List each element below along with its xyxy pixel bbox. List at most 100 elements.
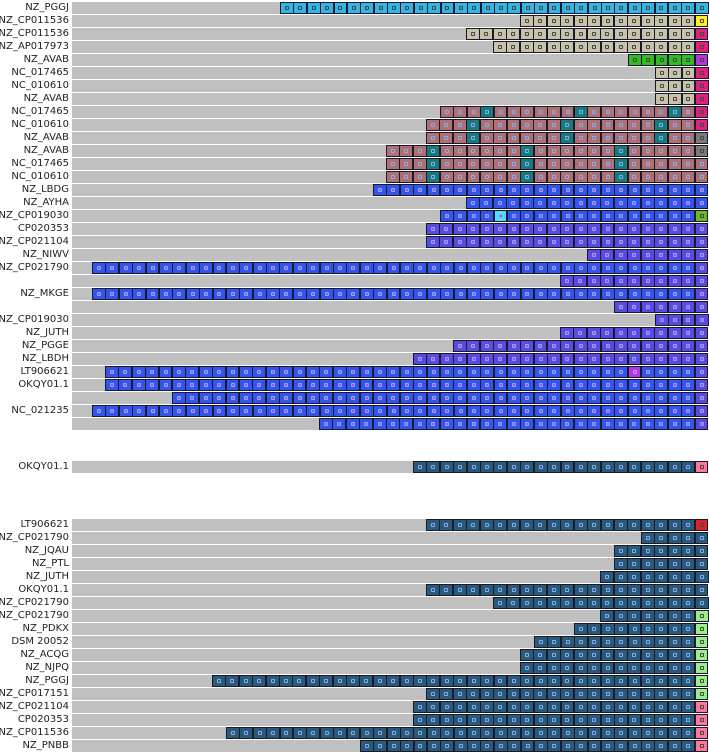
gene-cell[interactable] bbox=[212, 262, 227, 274]
gene-cell[interactable] bbox=[667, 158, 682, 170]
gene-cell[interactable] bbox=[319, 392, 334, 404]
gene-cell[interactable] bbox=[587, 340, 602, 352]
gene-cell[interactable] bbox=[694, 223, 709, 235]
gene-cell[interactable] bbox=[681, 210, 696, 222]
gene-cell[interactable] bbox=[452, 223, 467, 235]
gene-cell[interactable] bbox=[520, 2, 535, 14]
gene-cell[interactable] bbox=[426, 714, 441, 726]
gene-cell[interactable] bbox=[172, 288, 187, 300]
gene-cell[interactable] bbox=[587, 262, 602, 274]
gene-cell[interactable] bbox=[640, 275, 655, 287]
gene-cell[interactable] bbox=[600, 662, 615, 674]
gene-cell[interactable] bbox=[493, 701, 508, 713]
gene-cell[interactable] bbox=[172, 379, 186, 391]
gene-cell[interactable] bbox=[493, 158, 508, 170]
gene-cell[interactable] bbox=[681, 623, 696, 635]
gene-cell[interactable] bbox=[493, 379, 508, 391]
gene-cell[interactable] bbox=[306, 727, 321, 739]
gene-cell[interactable] bbox=[519, 597, 534, 609]
gene-cell[interactable] bbox=[574, 623, 588, 635]
gene-cell[interactable] bbox=[466, 688, 481, 700]
gene-cell[interactable] bbox=[493, 740, 508, 752]
gene-cell[interactable] bbox=[587, 597, 601, 609]
gene-cell[interactable] bbox=[667, 675, 682, 687]
gene-cell[interactable] bbox=[426, 727, 441, 739]
gene-cell[interactable] bbox=[654, 158, 669, 170]
gene-cell[interactable] bbox=[413, 262, 428, 274]
gene-cell[interactable] bbox=[613, 597, 628, 609]
gene-cell[interactable] bbox=[519, 41, 534, 53]
gene-cell[interactable] bbox=[440, 210, 454, 222]
gene-cell[interactable] bbox=[600, 106, 615, 118]
gene-cell[interactable] bbox=[533, 132, 548, 144]
gene-cell[interactable] bbox=[667, 132, 682, 144]
gene-cell[interactable] bbox=[694, 461, 709, 473]
gene-cell[interactable] bbox=[547, 145, 561, 157]
gene-cell[interactable] bbox=[547, 288, 562, 300]
gene-cell[interactable] bbox=[600, 519, 615, 531]
gene-cell[interactable] bbox=[694, 740, 709, 752]
gene-cell[interactable] bbox=[573, 236, 588, 248]
gene-cell[interactable] bbox=[493, 519, 508, 531]
gene-cell[interactable] bbox=[654, 145, 669, 157]
gene-cell[interactable] bbox=[654, 558, 669, 570]
gene-cell[interactable] bbox=[600, 418, 615, 430]
gene-cell[interactable] bbox=[466, 145, 481, 157]
gene-cell[interactable] bbox=[479, 171, 494, 183]
gene-cell[interactable] bbox=[547, 106, 562, 118]
gene-cell[interactable] bbox=[667, 366, 682, 378]
gene-cell[interactable] bbox=[667, 236, 682, 248]
gene-cell[interactable] bbox=[105, 366, 119, 378]
gene-cell[interactable] bbox=[413, 184, 428, 196]
gene-cell[interactable] bbox=[493, 584, 508, 596]
gene-cell[interactable] bbox=[667, 532, 682, 544]
gene-cell[interactable] bbox=[694, 54, 709, 66]
gene-cell[interactable] bbox=[614, 210, 629, 222]
gene-cell[interactable] bbox=[480, 353, 494, 365]
gene-cell[interactable] bbox=[546, 132, 561, 144]
gene-cell[interactable] bbox=[640, 675, 655, 687]
gene-cell[interactable] bbox=[440, 2, 455, 14]
gene-cell[interactable] bbox=[694, 662, 709, 674]
gene-cell[interactable] bbox=[252, 675, 267, 687]
gene-cell[interactable] bbox=[426, 236, 440, 248]
gene-cell[interactable] bbox=[587, 210, 602, 222]
gene-cell[interactable] bbox=[614, 171, 628, 183]
gene-cell[interactable] bbox=[681, 649, 696, 661]
gene-cell[interactable] bbox=[413, 461, 427, 473]
gene-cell[interactable] bbox=[172, 392, 186, 404]
gene-cell[interactable] bbox=[480, 740, 495, 752]
gene-cell[interactable] bbox=[560, 119, 575, 131]
gene-cell[interactable] bbox=[333, 262, 347, 274]
gene-cell[interactable] bbox=[105, 262, 120, 274]
gene-cell[interactable] bbox=[655, 314, 669, 326]
gene-cell[interactable] bbox=[479, 688, 494, 700]
gene-cell[interactable] bbox=[212, 405, 227, 417]
gene-cell[interactable] bbox=[105, 379, 119, 391]
gene-cell[interactable] bbox=[681, 727, 696, 739]
gene-cell[interactable] bbox=[614, 461, 629, 473]
gene-cell[interactable] bbox=[600, 41, 615, 53]
gene-cell[interactable] bbox=[467, 2, 482, 14]
gene-cell[interactable] bbox=[466, 210, 481, 222]
gene-cell[interactable] bbox=[640, 301, 655, 313]
gene-cell[interactable] bbox=[587, 662, 602, 674]
gene-cell[interactable] bbox=[426, 405, 441, 417]
gene-cell[interactable] bbox=[560, 688, 575, 700]
gene-cell[interactable] bbox=[440, 740, 455, 752]
gene-cell[interactable] bbox=[640, 145, 655, 157]
gene-cell[interactable] bbox=[439, 132, 454, 144]
gene-cell[interactable] bbox=[667, 392, 682, 404]
gene-cell[interactable] bbox=[533, 405, 548, 417]
gene-cell[interactable] bbox=[560, 275, 574, 287]
gene-cell[interactable] bbox=[319, 405, 334, 417]
gene-cell[interactable] bbox=[627, 15, 642, 27]
gene-cell[interactable] bbox=[439, 714, 454, 726]
gene-cell[interactable] bbox=[654, 405, 669, 417]
gene-cell[interactable] bbox=[506, 597, 521, 609]
gene-cell[interactable] bbox=[547, 675, 562, 687]
gene-cell[interactable] bbox=[600, 379, 615, 391]
gene-cell[interactable] bbox=[654, 584, 669, 596]
gene-cell[interactable] bbox=[413, 740, 428, 752]
gene-cell[interactable] bbox=[533, 714, 548, 726]
